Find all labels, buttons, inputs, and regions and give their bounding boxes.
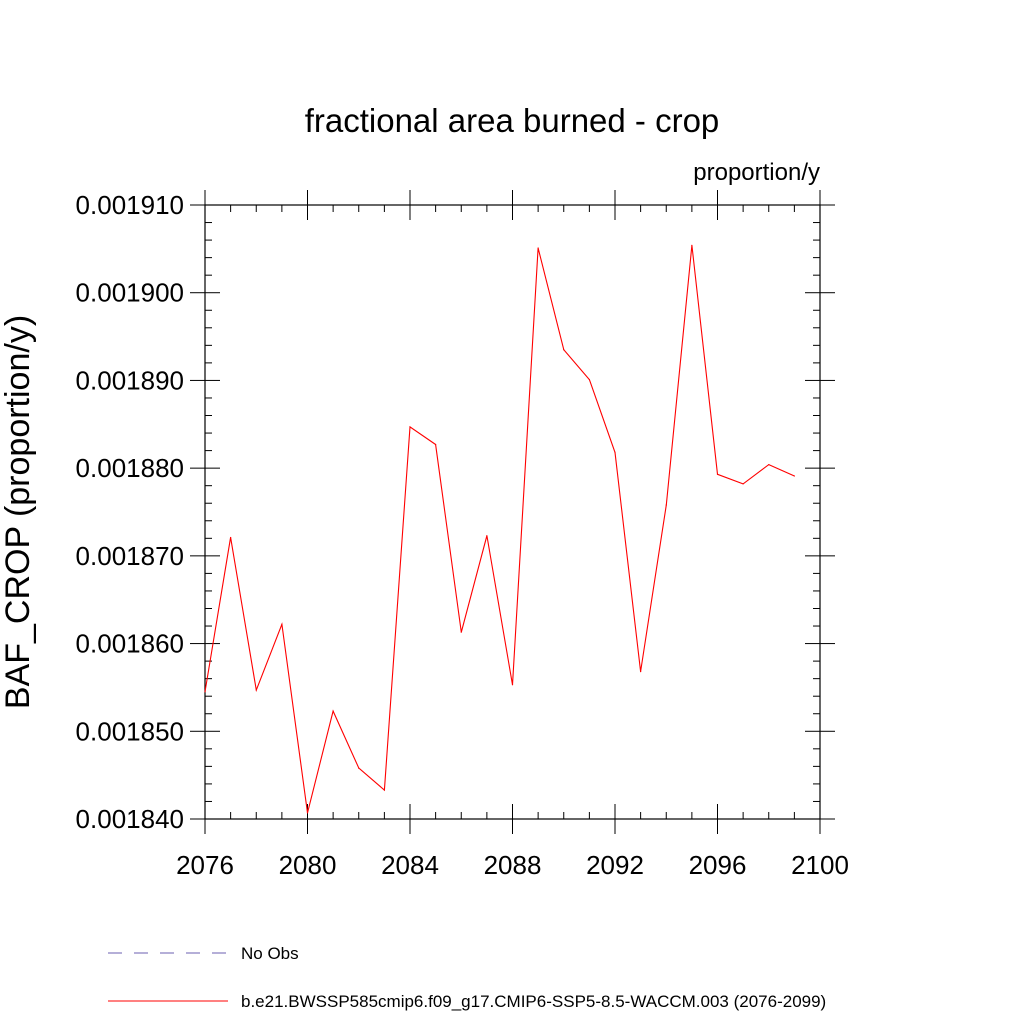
data-point <box>537 247 539 249</box>
data-point <box>409 426 411 428</box>
data-point <box>768 464 770 466</box>
y-tick-label: 0.001840 <box>76 804 184 834</box>
data-point <box>332 710 334 712</box>
y-tick-label: 0.001850 <box>76 716 184 746</box>
series-layer <box>204 244 795 814</box>
y-tick-label: 0.001910 <box>76 190 184 220</box>
data-point <box>691 244 693 246</box>
data-point <box>383 789 385 791</box>
data-point <box>435 443 437 446</box>
x-tick-label: 2080 <box>279 850 337 880</box>
plot-frame <box>204 204 821 820</box>
x-tick-label: 2088 <box>484 850 542 880</box>
data-point <box>230 536 232 539</box>
x-tick-label: 2092 <box>586 850 644 880</box>
x-tick-label: 2100 <box>791 850 849 880</box>
y-axis-label: BAF_CROP (proportion/y) <box>0 315 37 709</box>
y-tick-label: 0.001900 <box>76 278 184 308</box>
data-point <box>306 812 309 814</box>
data-point <box>742 483 744 485</box>
data-point <box>563 349 565 351</box>
data-point <box>204 691 206 693</box>
y-tick-label: 0.001870 <box>76 541 184 571</box>
data-point <box>511 684 514 686</box>
data-point <box>358 767 360 769</box>
data-point <box>255 689 257 691</box>
y-tick-label: 0.001890 <box>76 365 184 395</box>
data-point <box>588 378 590 381</box>
data-point <box>640 671 642 673</box>
units-label: proportion/y <box>693 159 820 186</box>
x-tick-label: 2084 <box>381 850 439 880</box>
chart-title: fractional area burned - crop <box>305 102 720 139</box>
data-point <box>460 631 462 633</box>
y-tick-label: 0.001860 <box>76 629 184 659</box>
legend-label: b.e21.BWSSP585cmip6.f09_g17.CMIP6-SSP5-8… <box>241 992 826 1011</box>
data-point <box>665 504 667 506</box>
x-tick-label: 2076 <box>176 850 234 880</box>
series-line <box>204 245 795 814</box>
data-point <box>793 475 795 477</box>
data-point <box>716 473 719 475</box>
axes: 2076 2080 2084 2088 2092 2096 2100 0.001840 0.00… <box>76 190 849 880</box>
data-point <box>486 535 488 537</box>
legend: No Obs b.e21.BWSSP585cmip6.f09_g17.CMIP6-… <box>108 944 826 1011</box>
y-tick-label: 0.001880 <box>76 453 184 483</box>
legend-label: No Obs <box>241 944 299 963</box>
data-point <box>281 623 283 625</box>
x-tick-label: 2096 <box>689 850 747 880</box>
data-point <box>614 451 616 453</box>
